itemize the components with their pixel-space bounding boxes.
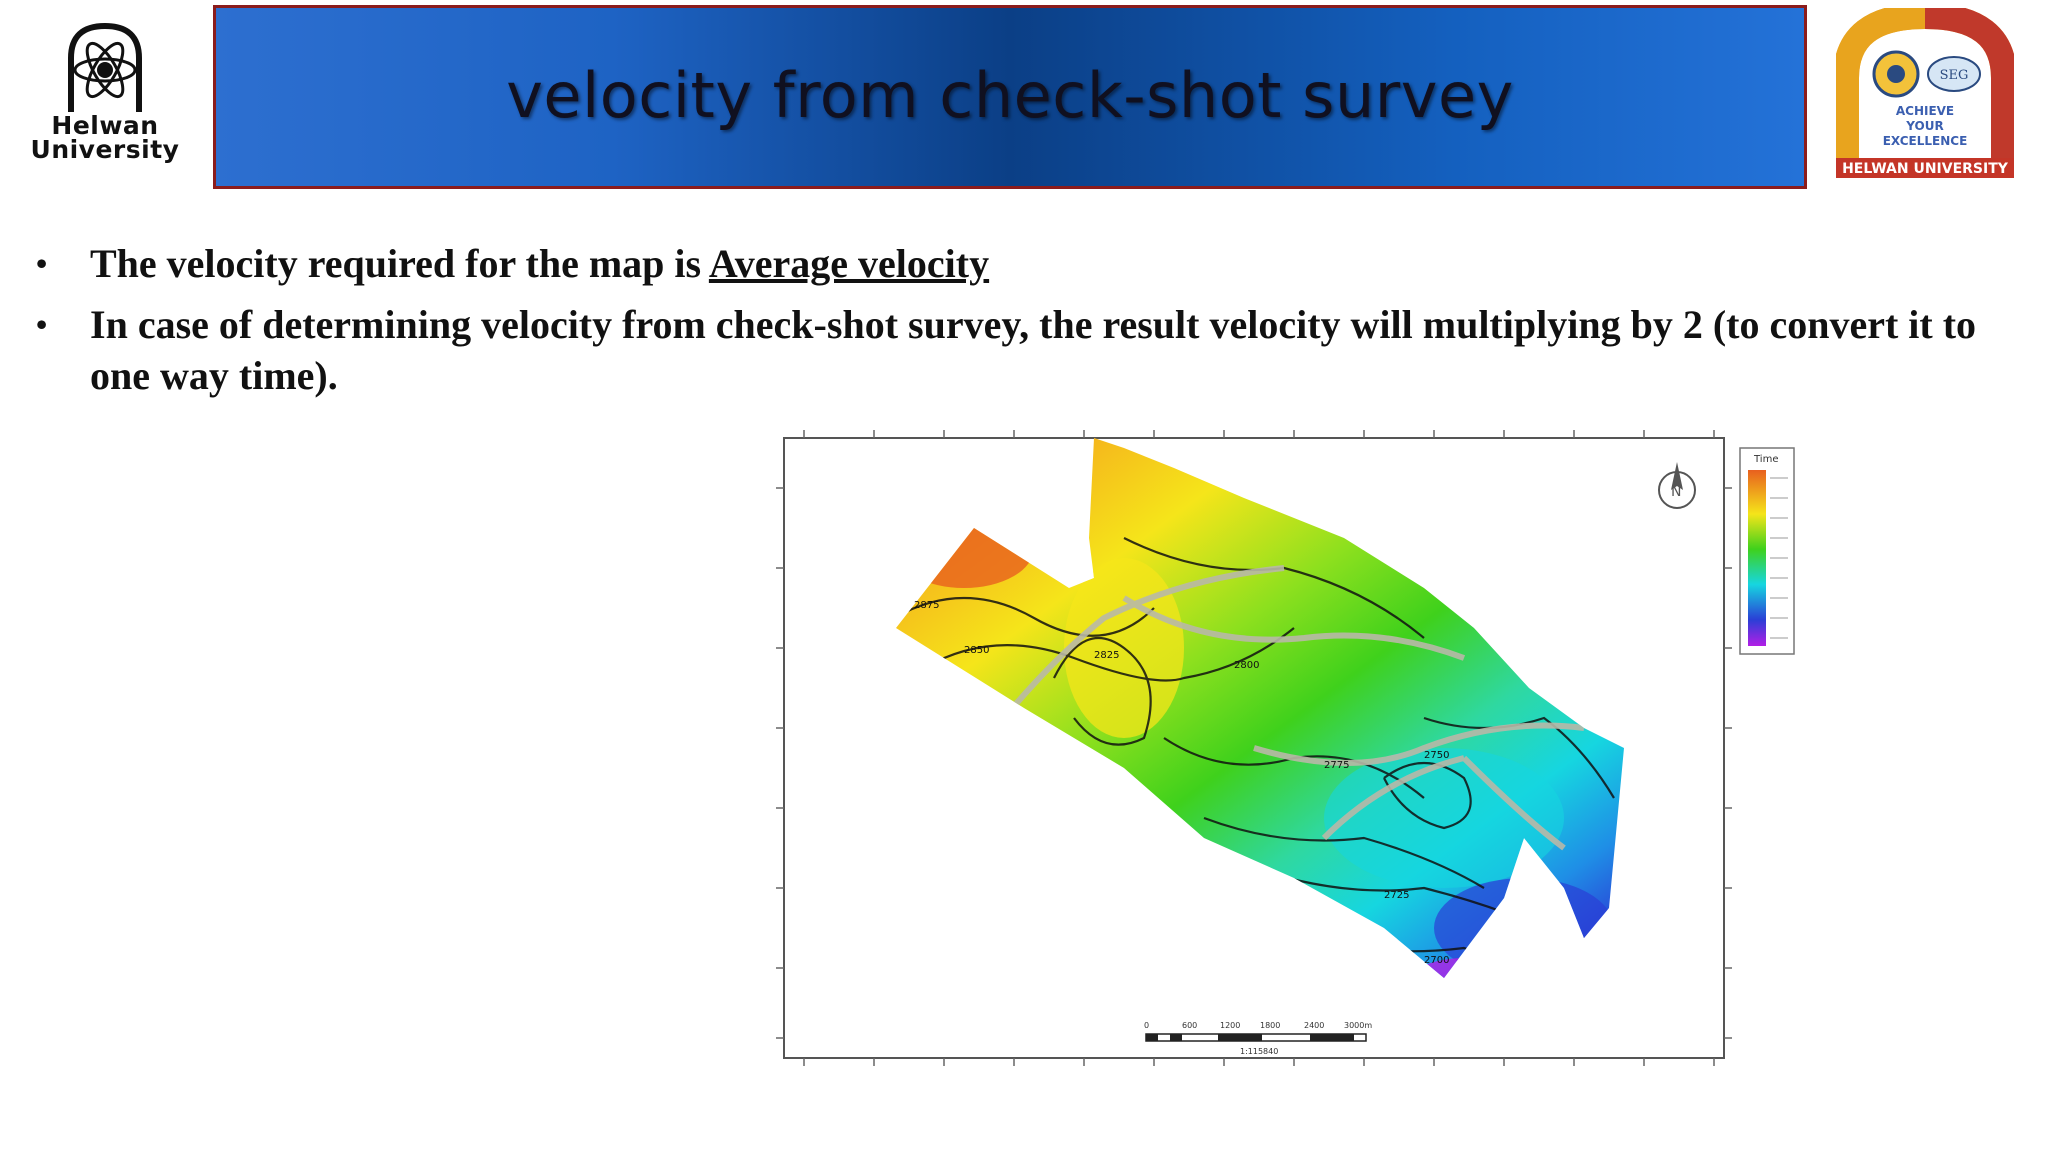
contour-label: 2700 [1424, 955, 1449, 966]
contour-label: 2775 [1324, 760, 1349, 771]
bullet-1-underlined: Average velocity [708, 241, 990, 286]
scale-ratio: 1:115840 [1240, 1047, 1278, 1056]
scale-label: 2400 [1304, 1021, 1324, 1030]
contour-map-svg: 2875 2850 2825 2800 2775 2750 2725 2700 … [776, 430, 1795, 1066]
scale-label: 600 [1182, 1021, 1197, 1030]
scale-label: 0 [1144, 1021, 1149, 1030]
page-title: velocity from check-shot survey [506, 58, 1514, 132]
emblem-footer-text: HELWAN UNIVERSITY [1842, 161, 2009, 177]
title-banner: velocity from check-shot survey [213, 5, 1807, 189]
contour-label: 2825 [1094, 650, 1119, 661]
contour-label: 2750 [1424, 750, 1449, 761]
velocity-contour-map: 2875 2850 2825 2800 2775 2750 2725 2700 … [764, 418, 1808, 1078]
motto-line3: EXCELLENCE [1883, 134, 1968, 148]
motto-line2: YOUR [1905, 119, 1943, 133]
scale-label: 1200 [1220, 1021, 1240, 1030]
logo-left-line1: Helwan [51, 111, 159, 140]
map-ticks [776, 430, 1732, 1066]
bullet-dot-icon: • [36, 306, 48, 342]
bullet-item-2: • In case of determining velocity from c… [36, 299, 2026, 401]
bullet-1-text: The velocity required for the map is [90, 241, 709, 286]
motto-line1: ACHIEVE [1896, 104, 1954, 118]
seg-badge-text: SEG [1940, 68, 1969, 83]
bullet-2-text: In case of determining velocity from che… [90, 302, 1977, 398]
scale-bar: 0 600 1200 1800 2400 3000m 1:115840 [1144, 1021, 1372, 1056]
scale-label: 1800 [1260, 1021, 1280, 1030]
society-emblem-logo: SEG ACHIEVE YOUR EXCELLENCE HELWAN UNIVE… [1833, 2, 2017, 180]
atom-arch-icon [68, 22, 142, 112]
svg-text:N: N [1671, 484, 1681, 500]
contour-label: 2800 [1234, 660, 1259, 671]
bullet-dot-icon: • [36, 245, 48, 281]
society-emblem-icon: SEG ACHIEVE YOUR EXCELLENCE HELWAN UNIVE… [1833, 2, 2017, 178]
helwan-university-logo: Helwan University [30, 20, 180, 170]
bullet-item-1: • The velocity required for the map is A… [36, 238, 2026, 289]
bullet-list: • The velocity required for the map is A… [36, 238, 2026, 411]
contour-label: 2725 [1384, 890, 1409, 901]
contour-label: 2875 [914, 600, 939, 611]
color-legend: Time [1739, 447, 1795, 655]
logo-left-line2: University [30, 135, 180, 164]
contour-labels: 2875 2850 2825 2800 2775 2750 2725 2700 [914, 600, 1449, 966]
scale-label: 3000m [1344, 1021, 1372, 1030]
legend-title: Time [1753, 454, 1778, 465]
contour-label: 2850 [964, 645, 989, 656]
north-arrow-icon: N [1658, 462, 1696, 509]
